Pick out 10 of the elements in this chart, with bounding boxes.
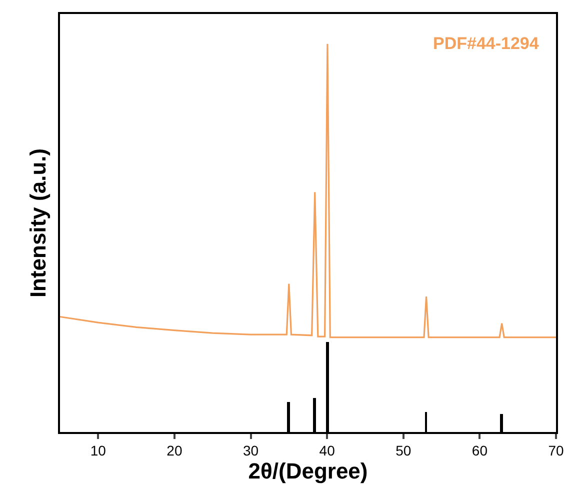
- y-axis-title: Intensity (a.u.): [26, 148, 51, 298]
- x-tick-label: 30: [242, 442, 259, 459]
- x-tick-label: 70: [548, 442, 564, 459]
- x-tick-label: 20: [166, 442, 182, 459]
- x-tick-label: 40: [319, 442, 336, 459]
- annotation: PDF#44-1294: [433, 34, 540, 53]
- x-tick-label: 50: [396, 442, 412, 459]
- x-axis-title: 2θ/(Degree): [248, 458, 368, 484]
- x-tick-label: 60: [472, 442, 488, 459]
- x-tick-label: 10: [90, 442, 106, 459]
